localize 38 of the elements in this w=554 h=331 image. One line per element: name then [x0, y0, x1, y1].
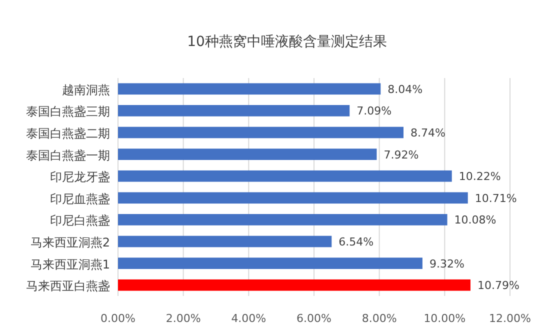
bar [118, 279, 470, 291]
x-tick-label: 10.00% [424, 312, 466, 325]
x-tick-label: 0.00% [100, 312, 136, 325]
x-tick-label: 4.00% [231, 312, 266, 325]
bar [118, 126, 404, 138]
data-label: 8.04% [388, 82, 423, 96]
data-label: 6.54% [338, 236, 374, 248]
x-tick-label: 6.00% [296, 312, 332, 325]
y-tick-label: 印尼白燕盏 [50, 214, 110, 228]
x-tick-label: 2.00% [166, 312, 201, 325]
y-tick-label: 泰国白燕盏三期 [26, 104, 110, 119]
y-tick-label: 马来西亚洞燕1 [30, 257, 110, 272]
data-label: 8.74% [410, 126, 446, 140]
bar [118, 105, 350, 116]
data-label: 10.08% [454, 214, 496, 227]
bar [118, 236, 332, 248]
chart-title: 10种燕窝中唾液酸含量测定结果 [187, 34, 387, 50]
x-tick-label: 12.00% [489, 312, 531, 325]
x-tick-label: 8.00% [362, 312, 397, 325]
y-tick-label: 印尼血燕盏 [50, 192, 110, 206]
y-tick-label: 泰国白燕盏二期 [26, 126, 110, 140]
y-tick-label: 马来西亚白燕盏 [26, 279, 110, 294]
bar [118, 170, 452, 182]
data-label: 9.32% [429, 257, 464, 270]
y-tick-label: 马来西亚洞燕2 [30, 236, 110, 250]
bar [118, 148, 377, 160]
bar [118, 83, 381, 95]
data-label: 10.79% [477, 279, 520, 292]
data-label: 7.92% [384, 148, 419, 162]
data-label: 7.09% [356, 104, 392, 118]
bar [118, 214, 448, 226]
bar [118, 192, 468, 204]
y-tick-label: 泰国白燕盏一期 [26, 148, 110, 162]
y-tick-label: 越南洞燕 [62, 82, 110, 97]
bar [118, 258, 422, 269]
data-label: 10.22% [458, 170, 501, 184]
y-tick-label: 印尼龙牙盏 [50, 170, 110, 184]
data-label: 10.71% [474, 192, 517, 205]
